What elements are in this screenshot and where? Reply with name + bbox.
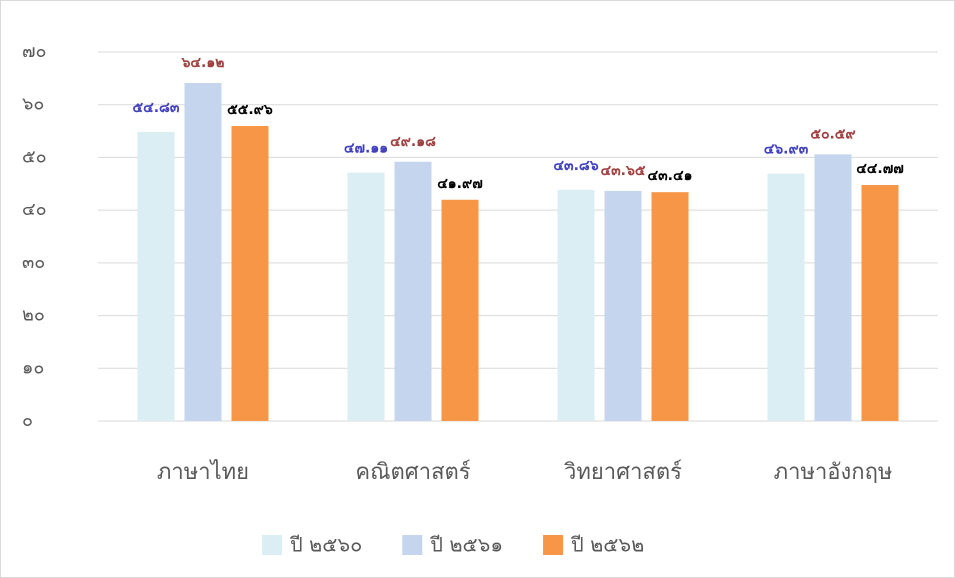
bar xyxy=(814,154,852,422)
legend-label: ปี ๒๕๖๒ xyxy=(571,533,645,557)
y-tick-label: ๔๐ xyxy=(22,199,47,220)
x-tick-label: ภาษาอังกฤษ xyxy=(774,460,893,485)
bar xyxy=(441,199,479,421)
value-label: ๔๖.๙๓ xyxy=(764,142,809,158)
value-label: ๔๓.๔๑ xyxy=(648,168,693,184)
bar xyxy=(767,173,805,421)
y-tick-label: ๑๐ xyxy=(22,357,44,378)
value-label: ๔๓.๘๖ xyxy=(553,158,598,174)
y-tick-label: ๓๐ xyxy=(22,252,45,273)
value-label: ๖๔.๑๒ xyxy=(181,55,225,71)
bar xyxy=(394,161,432,421)
legend-label: ปี ๒๕๖๐ xyxy=(290,533,363,557)
value-label: ๔๑.๙๗ xyxy=(437,176,483,192)
value-label: ๕๐.๕๙ xyxy=(810,126,855,142)
bar xyxy=(604,190,642,421)
legend-swatch xyxy=(402,535,423,555)
bar xyxy=(184,82,222,421)
x-tick-label: ภาษาไทย xyxy=(157,459,249,485)
x-tick-label: วิทยาศาสตร์ xyxy=(563,460,682,485)
y-tick-label: ๖๐ xyxy=(22,94,44,115)
bar xyxy=(557,189,595,421)
y-tick-label: ๐ xyxy=(22,410,33,431)
bar xyxy=(231,126,269,421)
y-tick-label: ๗๐ xyxy=(22,41,47,62)
bar xyxy=(137,131,175,421)
bar xyxy=(861,184,899,421)
legend-swatch xyxy=(543,535,564,555)
legend-swatch xyxy=(262,535,282,555)
bar xyxy=(347,172,385,421)
x-tick-label: คณิตศาสตร์ xyxy=(355,460,470,485)
bar xyxy=(651,192,689,421)
value-label: ๔๓.๖๕ xyxy=(601,163,646,179)
value-label: ๔๗.๑๑ xyxy=(344,141,388,157)
legend-label: ปี ๒๕๖๑ xyxy=(430,533,503,557)
y-tick-label: ๒๐ xyxy=(22,305,45,326)
value-label: ๕๔.๘๓ xyxy=(133,100,180,116)
value-label: ๔๙.๑๘ xyxy=(390,134,436,150)
y-tick-label: ๕๐ xyxy=(22,146,47,167)
value-label: ๔๔.๗๗ xyxy=(856,161,904,177)
value-label: ๕๕.๙๖ xyxy=(227,102,273,118)
